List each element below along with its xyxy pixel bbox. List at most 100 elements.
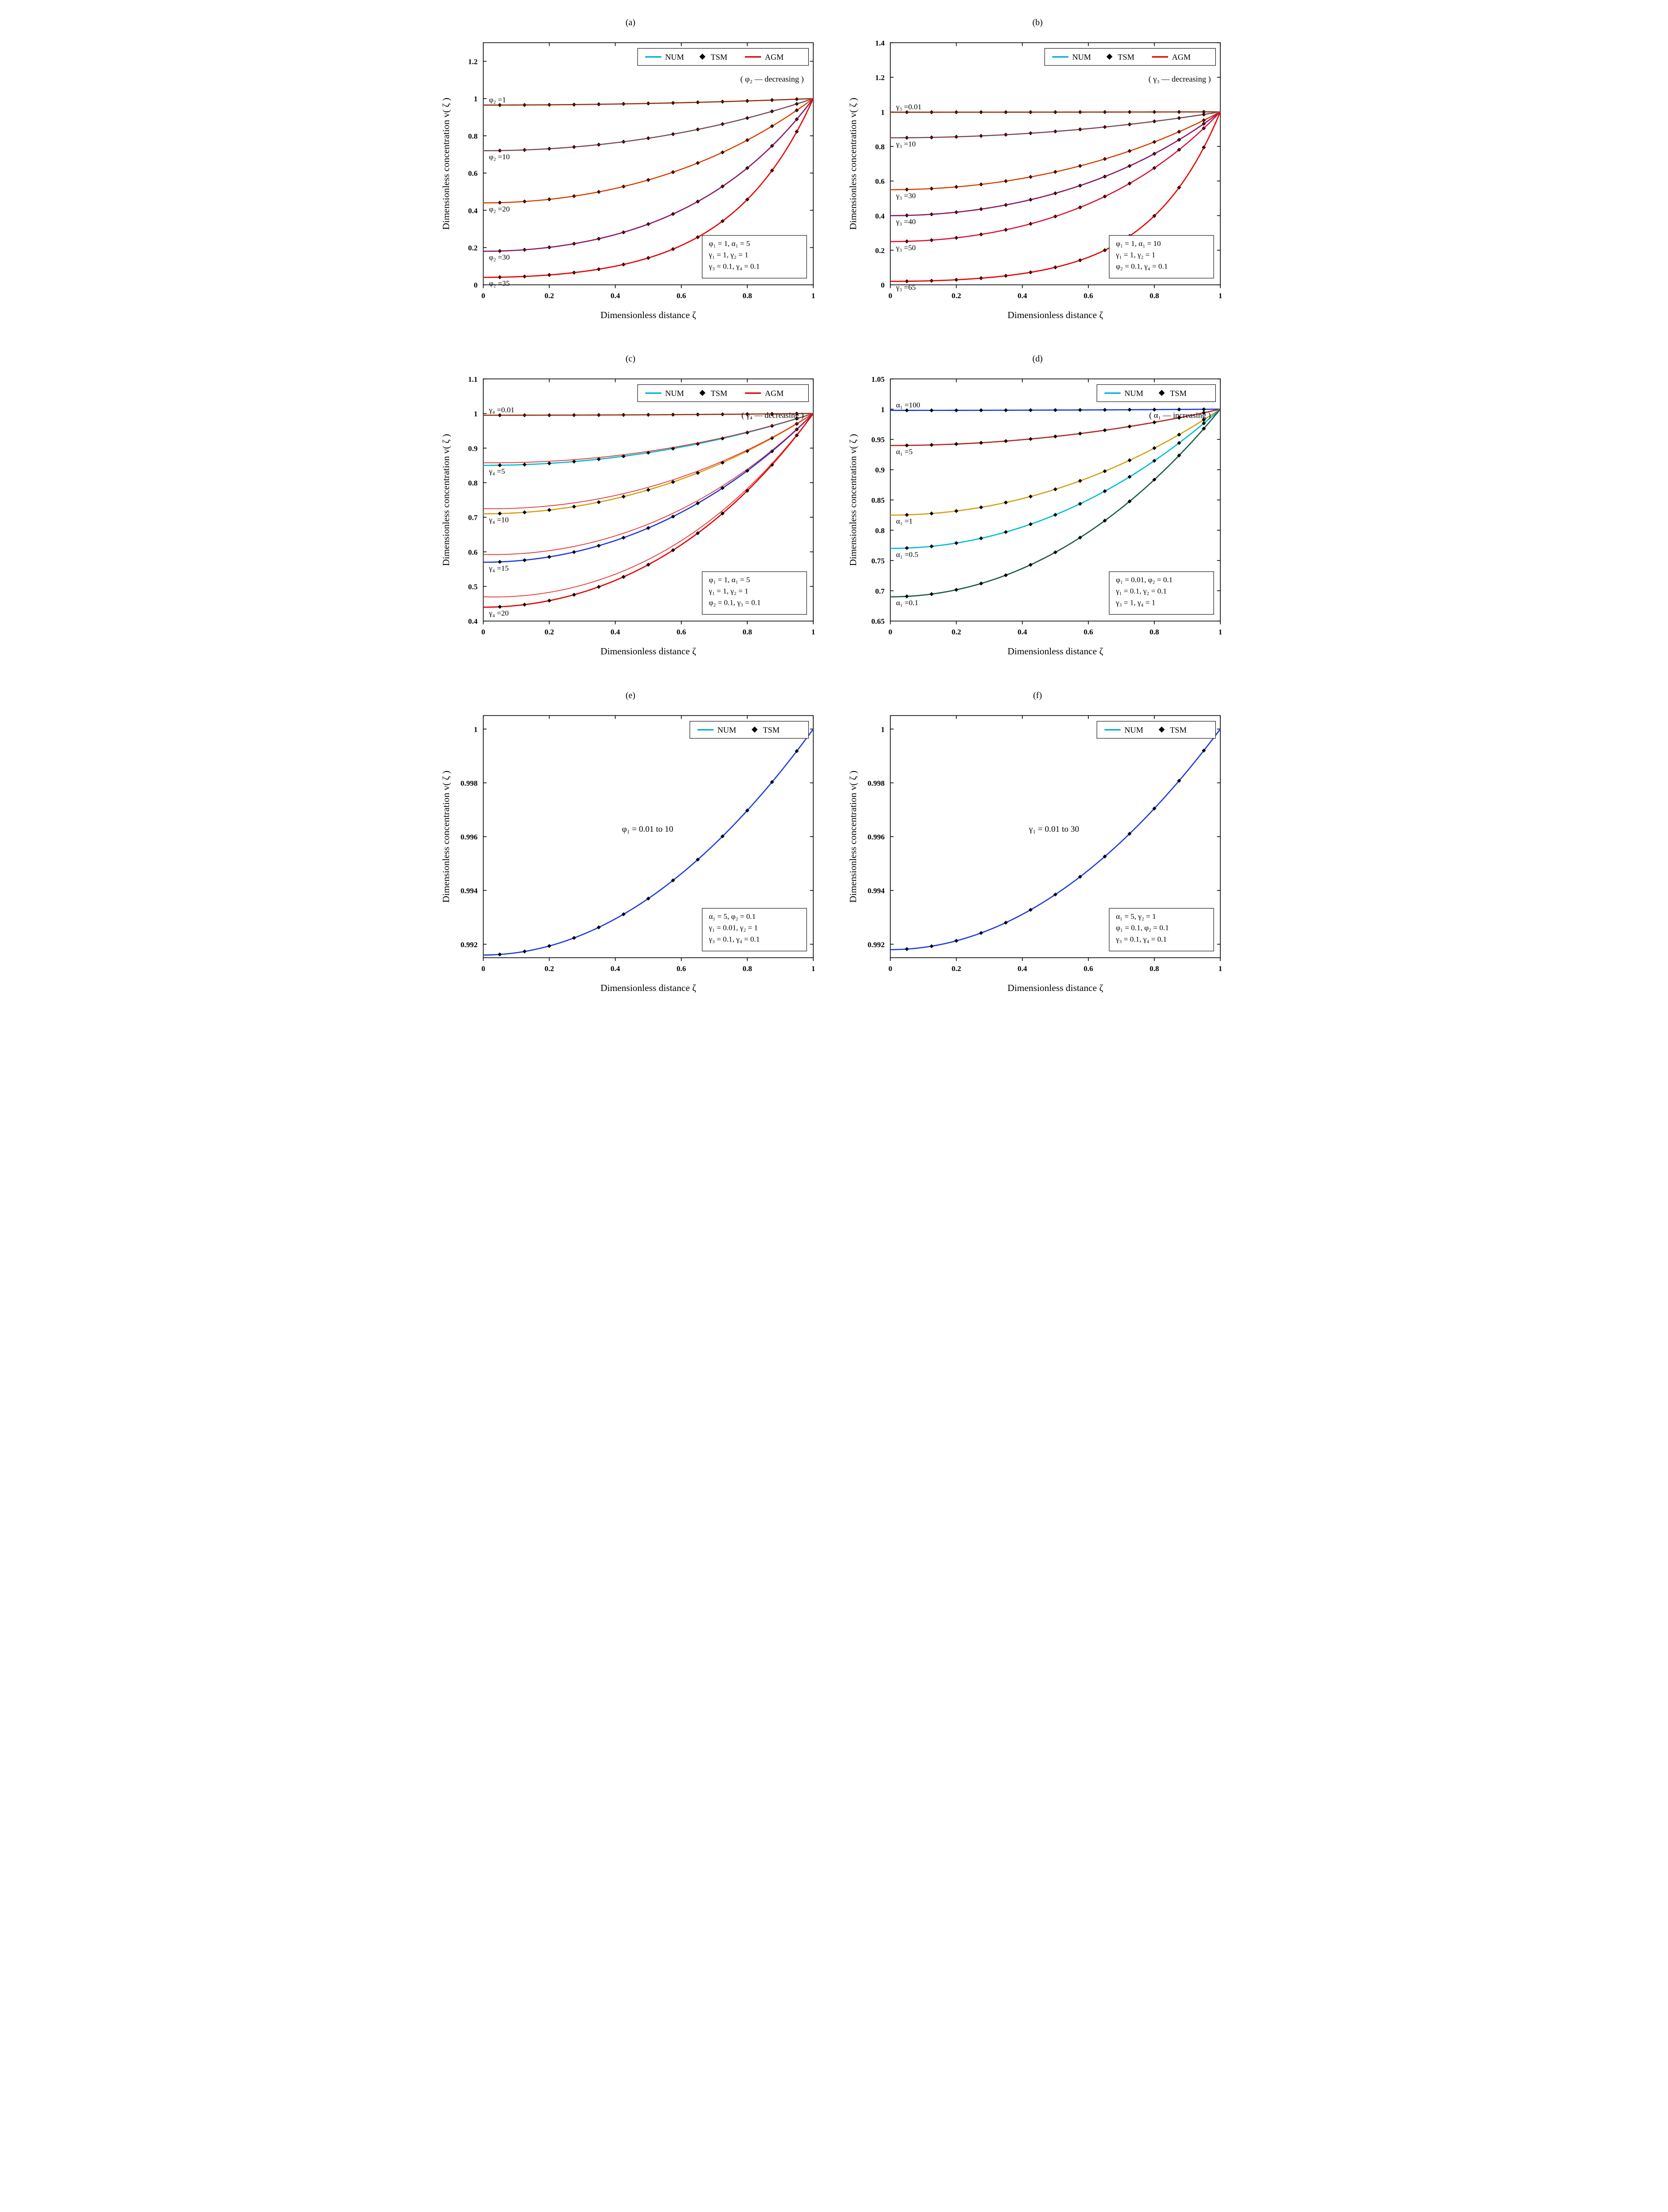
svg-text:1: 1	[1218, 292, 1222, 300]
svg-text:0: 0	[481, 628, 485, 636]
svg-text:0.95: 0.95	[871, 436, 884, 444]
svg-text:α₁ =5: α₁ =5	[896, 448, 913, 456]
svg-text:0.2: 0.2	[545, 964, 554, 973]
svg-text:0.4: 0.4	[611, 964, 620, 973]
svg-text:α₁ = 5, γ₂ = 1: α₁ = 5, γ₂ = 1	[1116, 912, 1156, 920]
svg-text:φ₂ =30: φ₂ =30	[489, 253, 510, 261]
svg-text:γ₃ =30: γ₃ =30	[895, 192, 916, 200]
svg-text:γ₃ =40: γ₃ =40	[895, 218, 916, 226]
svg-text:1: 1	[811, 292, 815, 300]
svg-text:0.998: 0.998	[868, 779, 885, 787]
svg-text:0.992: 0.992	[868, 941, 885, 949]
svg-text:0.65: 0.65	[871, 618, 884, 626]
svg-text:TSM: TSM	[1118, 53, 1134, 61]
svg-text:0.75: 0.75	[871, 557, 884, 565]
svg-text:0.6: 0.6	[1084, 292, 1093, 300]
svg-text:0.8: 0.8	[1149, 964, 1159, 973]
svg-text:1: 1	[474, 95, 478, 103]
svg-text:γ₃ =10: γ₃ =10	[895, 140, 916, 148]
svg-text:0: 0	[881, 281, 885, 289]
svg-text:AGM: AGM	[765, 53, 784, 61]
svg-text:0.85: 0.85	[871, 496, 884, 505]
svg-text:0.8: 0.8	[742, 628, 752, 636]
svg-text:α₁ =0.5: α₁ =0.5	[896, 550, 918, 559]
svg-text:0.8: 0.8	[468, 132, 478, 140]
svg-text:γ₁ = 0.01 to 30: γ₁ = 0.01 to 30	[1029, 825, 1080, 834]
svg-text:0.4: 0.4	[611, 292, 620, 300]
svg-text:φ₂ =10: φ₂ =10	[489, 153, 510, 161]
panel-c: (c)00.20.40.60.810.40.50.60.70.80.911.1D…	[436, 354, 825, 664]
svg-text:Dimensionless concentration v: Dimensionless concentration v( ζ )	[441, 434, 451, 566]
svg-text:φ₁ = 1, α₁ = 5: φ₁ = 1, α₁ = 5	[709, 239, 750, 248]
svg-text:NUM: NUM	[1124, 389, 1143, 398]
svg-text:γ₄ =10: γ₄ =10	[488, 516, 509, 524]
svg-text:0: 0	[888, 964, 892, 973]
svg-text:0.8: 0.8	[742, 292, 752, 300]
svg-text:0.2: 0.2	[545, 628, 554, 636]
figure-grid: (a) 0 0.2 0.4 0.6 0.8 1 0 0.2 0.4 0.6 0.8 1 1.2 Dimens…	[436, 18, 1232, 1000]
svg-text:0.996: 0.996	[868, 833, 885, 841]
svg-text:φ₁ = 0.01, φ₂ = 0.1: φ₁ = 0.01, φ₂ = 0.1	[1116, 576, 1172, 584]
svg-text:0.4: 0.4	[875, 212, 885, 220]
svg-text:γ₁ = 1, γ₂ = 1: γ₁ = 1, γ₂ = 1	[1115, 251, 1155, 259]
svg-text:0.2: 0.2	[952, 964, 961, 973]
svg-text:Dimensionless concentration v: Dimensionless concentration v( ζ )	[848, 434, 858, 566]
svg-text:1.2: 1.2	[468, 58, 477, 66]
svg-text:γ₄ =20: γ₄ =20	[488, 609, 509, 618]
svg-text:Dimensionless distance ζ: Dimensionless distance ζ	[1007, 646, 1103, 657]
svg-text:α₁ = 5, φ₂ = 0.1: α₁ = 5, φ₂ = 0.1	[709, 912, 756, 920]
svg-text:NUM: NUM	[1124, 726, 1143, 734]
svg-text:TSM: TSM	[1170, 726, 1187, 734]
svg-text:0: 0	[474, 281, 478, 289]
panel-e: (e)00.20.40.60.810.9920.9940.9960.9981Di…	[436, 691, 825, 1000]
svg-text:0.994: 0.994	[461, 887, 478, 895]
svg-text:NUM: NUM	[717, 726, 736, 734]
svg-text:Dimensionless distance ζ: Dimensionless distance ζ	[600, 983, 696, 993]
svg-text:1: 1	[474, 410, 478, 418]
svg-text:γ₃ = 0.1, γ₄ = 0.1: γ₃ = 0.1, γ₄ = 0.1	[708, 935, 760, 943]
svg-text:TSM: TSM	[711, 53, 727, 61]
svg-text:γ₄ =0.01: γ₄ =0.01	[488, 406, 515, 414]
svg-text:φ₂ =20: φ₂ =20	[489, 205, 510, 213]
panel-d-label: (d)	[1032, 354, 1042, 364]
svg-text:Dimensionless distance ζ: Dimensionless distance ζ	[1007, 983, 1103, 993]
svg-text:0.4: 0.4	[468, 207, 478, 215]
svg-text:NUM: NUM	[665, 53, 684, 61]
panel-a-label: (a)	[626, 18, 635, 28]
svg-text:0.6: 0.6	[676, 628, 686, 636]
svg-text:γ₁ = 0.01, γ₂ = 1: γ₁ = 0.01, γ₂ = 1	[708, 923, 758, 932]
svg-text:0.9: 0.9	[468, 445, 477, 453]
panel-b-label: (b)	[1032, 18, 1042, 28]
svg-text:φ₁ = 0.01 to 10: φ₁ = 0.01 to 10	[622, 825, 673, 834]
svg-text:NUM: NUM	[1072, 53, 1091, 61]
svg-text:Dimensionless distance ζ: Dimensionless distance ζ	[1007, 310, 1103, 320]
svg-text:Dimensionless concentration v: Dimensionless concentration v( ζ )	[441, 98, 451, 230]
svg-text:0: 0	[888, 628, 892, 636]
svg-text:0.2: 0.2	[545, 292, 554, 300]
svg-text:1: 1	[881, 108, 885, 116]
svg-text:0: 0	[481, 964, 485, 973]
svg-text:0.4: 0.4	[611, 628, 620, 636]
svg-text:0.8: 0.8	[1149, 292, 1159, 300]
svg-text:0.4: 0.4	[1018, 964, 1027, 973]
svg-text:γ₁ = 0.1, γ₂ = 0.1: γ₁ = 0.1, γ₂ = 0.1	[1115, 587, 1167, 595]
svg-text:( γ₄ — decreasing ): ( γ₄ — decreasing )	[742, 411, 804, 420]
panel-d: (d)00.20.40.60.810.650.70.750.80.850.90.…	[843, 354, 1232, 664]
svg-text:φ₁ = 1, α₁ = 5: φ₁ = 1, α₁ = 5	[709, 576, 750, 584]
svg-text:1: 1	[811, 964, 815, 973]
panel-e-label: (e)	[626, 691, 635, 701]
svg-text:γ₃ = 1, γ₄ = 1: γ₃ = 1, γ₄ = 1	[1115, 599, 1155, 607]
svg-text:Dimensionless concentration v: Dimensionless concentration v( ζ )	[848, 98, 858, 230]
panel-f-label: (f)	[1033, 691, 1042, 701]
svg-text:γ₃ =65: γ₃ =65	[895, 283, 916, 292]
svg-text:0.8: 0.8	[468, 479, 478, 488]
svg-text:1.1: 1.1	[468, 375, 477, 384]
svg-text:γ₃ =50: γ₃ =50	[895, 243, 916, 252]
svg-text:0.6: 0.6	[1084, 628, 1093, 636]
svg-text:TSM: TSM	[763, 726, 780, 734]
svg-text:0.2: 0.2	[875, 246, 884, 255]
svg-text:0.2: 0.2	[468, 244, 477, 252]
svg-text:1.4: 1.4	[875, 39, 885, 47]
svg-text:Dimensionless concentration v: Dimensionless concentration v( ζ )	[848, 771, 858, 902]
panel-f: (f)00.20.40.60.810.9920.9940.9960.9981Di…	[843, 691, 1232, 1000]
